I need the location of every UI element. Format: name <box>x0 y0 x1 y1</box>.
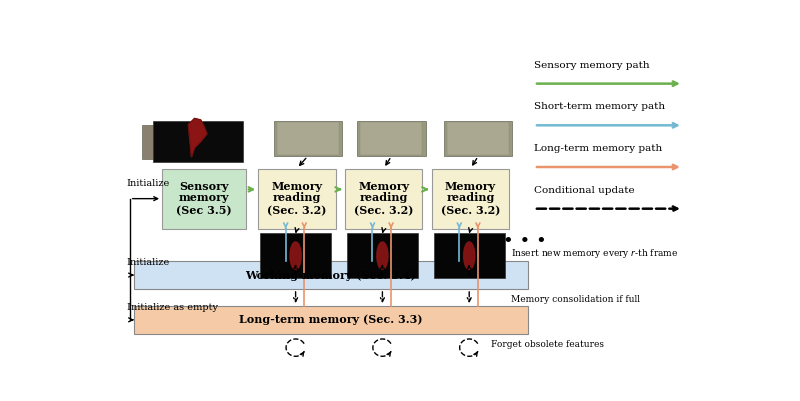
Polygon shape <box>188 118 207 157</box>
Text: • • •: • • • <box>503 232 546 250</box>
Text: (Sec 3.5): (Sec 3.5) <box>176 205 232 216</box>
Text: Initialize: Initialize <box>126 179 170 188</box>
Polygon shape <box>377 242 388 269</box>
FancyBboxPatch shape <box>447 122 510 155</box>
FancyBboxPatch shape <box>360 122 422 155</box>
FancyBboxPatch shape <box>142 125 219 159</box>
FancyBboxPatch shape <box>345 168 422 229</box>
Text: Memory: Memory <box>358 181 410 192</box>
Text: Sensory: Sensory <box>179 181 229 192</box>
Text: Forget obsolete features: Forget obsolete features <box>491 340 604 349</box>
Text: Memory consolidation if full: Memory consolidation if full <box>511 296 640 304</box>
FancyBboxPatch shape <box>277 122 338 155</box>
Text: Conditional update: Conditional update <box>534 186 634 195</box>
FancyBboxPatch shape <box>346 233 418 278</box>
Text: Long-term memory (Sec. 3.3): Long-term memory (Sec. 3.3) <box>239 314 422 325</box>
FancyBboxPatch shape <box>162 168 246 229</box>
Text: Insert new memory every $r$-th frame: Insert new memory every $r$-th frame <box>511 247 678 259</box>
Text: Sensory memory path: Sensory memory path <box>534 61 650 70</box>
Text: (Sec. 3.2): (Sec. 3.2) <box>441 205 500 216</box>
FancyBboxPatch shape <box>434 233 505 278</box>
FancyBboxPatch shape <box>432 168 510 229</box>
Text: reading: reading <box>359 192 408 203</box>
FancyBboxPatch shape <box>260 233 331 278</box>
Text: Long-term memory path: Long-term memory path <box>534 144 662 153</box>
Text: Memory: Memory <box>271 181 322 192</box>
Text: (Sec. 3.2): (Sec. 3.2) <box>267 205 326 216</box>
Text: Initialize as empty: Initialize as empty <box>126 303 218 312</box>
FancyBboxPatch shape <box>134 306 528 334</box>
FancyBboxPatch shape <box>153 121 242 162</box>
FancyBboxPatch shape <box>444 121 512 156</box>
FancyBboxPatch shape <box>274 121 342 156</box>
Text: Short-term memory path: Short-term memory path <box>534 102 665 111</box>
Polygon shape <box>290 242 301 269</box>
Polygon shape <box>464 242 474 269</box>
Text: Memory: Memory <box>445 181 496 192</box>
Text: Working memory (Sec. 3.4): Working memory (Sec. 3.4) <box>246 269 416 281</box>
FancyBboxPatch shape <box>134 261 528 289</box>
Text: reading: reading <box>273 192 321 203</box>
FancyBboxPatch shape <box>258 168 336 229</box>
Text: (Sec. 3.2): (Sec. 3.2) <box>354 205 414 216</box>
Text: Initialize: Initialize <box>126 258 170 267</box>
Text: reading: reading <box>446 192 494 203</box>
Text: memory: memory <box>178 192 229 203</box>
FancyBboxPatch shape <box>358 121 426 156</box>
